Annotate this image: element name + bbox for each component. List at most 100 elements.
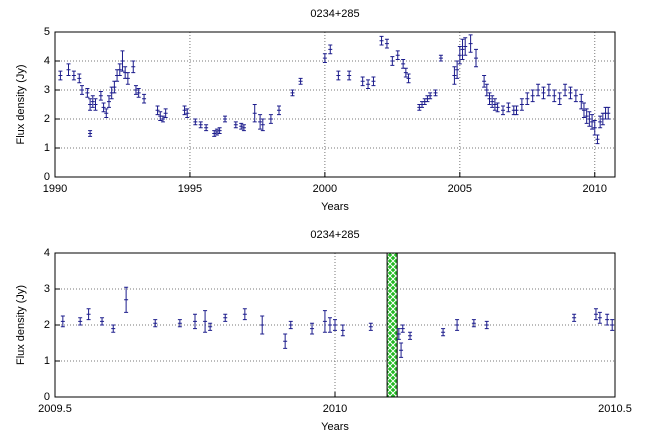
error-bar — [593, 308, 598, 321]
y-tick-label: 5 — [44, 26, 50, 38]
error-bar — [290, 89, 295, 97]
error-bar — [60, 315, 65, 328]
error-bar — [336, 70, 341, 81]
error-bar — [198, 121, 203, 129]
error-bar — [283, 333, 288, 349]
error-bar — [242, 308, 247, 321]
error-bar — [58, 70, 63, 81]
error-bar — [396, 328, 401, 340]
error-bar — [322, 53, 327, 63]
error-bar — [298, 77, 303, 85]
error-bar — [597, 311, 602, 324]
error-bar — [368, 322, 373, 331]
highlight-hatch — [386, 252, 398, 398]
error-bar — [120, 50, 125, 72]
error-bar — [403, 67, 408, 78]
error-bar — [185, 108, 190, 119]
error-bar — [158, 111, 163, 121]
error-bar — [590, 114, 595, 130]
error-bar — [77, 73, 82, 84]
error-bar — [506, 102, 511, 113]
error-bar — [288, 320, 293, 330]
error-bar — [101, 102, 106, 113]
error-bar — [610, 319, 615, 331]
error-bar — [605, 313, 610, 326]
y-tick-label: 2 — [44, 319, 50, 331]
error-bar — [422, 98, 427, 105]
error-bar — [541, 86, 546, 100]
error-bar — [487, 92, 492, 105]
error-bar — [217, 127, 222, 134]
error-bar — [268, 114, 273, 124]
y-tick-label: 1 — [44, 355, 50, 367]
y-tick-label: 3 — [44, 283, 50, 295]
error-bar — [327, 317, 332, 333]
error-bar — [360, 76, 365, 87]
error-bar — [109, 86, 114, 100]
error-bar — [400, 324, 405, 333]
error-bar — [371, 76, 376, 87]
error-bar — [258, 114, 263, 130]
error-bar — [546, 83, 551, 97]
error-bar — [66, 63, 71, 76]
error-bar — [136, 88, 141, 98]
error-bar — [399, 342, 404, 358]
error-bar — [471, 319, 476, 328]
error-bar — [241, 124, 246, 132]
y-tick-label: 1 — [44, 142, 50, 154]
error-bar — [223, 313, 228, 322]
error-bar — [441, 328, 446, 337]
error-bar — [406, 73, 411, 84]
error-bar — [79, 85, 84, 95]
error-bar — [568, 86, 573, 100]
error-bar — [460, 38, 465, 61]
error-bar — [572, 313, 577, 322]
error-bar — [557, 92, 562, 105]
error-bar — [563, 83, 568, 97]
error-bar — [468, 34, 473, 53]
error-bar — [111, 324, 116, 333]
error-bar — [525, 92, 530, 105]
error-bar — [93, 98, 98, 111]
error-bar — [203, 310, 208, 333]
x-tick-label: 2000 — [313, 183, 337, 195]
error-bar — [100, 317, 105, 326]
x-tick-label: 1995 — [178, 183, 202, 195]
error-bar — [455, 60, 460, 79]
error-bar — [112, 80, 117, 94]
x-tick-label: 2010.5 — [598, 403, 632, 415]
y-axis-label: Flux density (Jy) — [15, 64, 27, 144]
plot-frame — [54, 31, 616, 178]
error-bar — [212, 130, 217, 137]
error-bar — [182, 105, 187, 116]
error-bar — [85, 88, 90, 98]
error-bar — [455, 319, 460, 331]
error-bar — [106, 95, 111, 108]
error-bar — [98, 90, 103, 101]
error-bar — [193, 118, 198, 126]
error-bar — [452, 66, 457, 85]
error-bar — [482, 75, 487, 88]
error-bar — [408, 331, 413, 340]
error-bar — [457, 46, 462, 65]
error-bar — [484, 320, 489, 330]
error-bar — [277, 105, 281, 116]
x-axis-label: Years — [321, 201, 349, 213]
error-bar — [492, 98, 497, 111]
error-bar — [123, 66, 128, 79]
error-bar — [193, 313, 197, 330]
error-bar — [133, 85, 138, 95]
error-bar — [433, 89, 438, 97]
error-bar — [142, 93, 147, 104]
error-bar — [88, 98, 93, 111]
error-bar — [163, 108, 168, 119]
error-bar — [514, 105, 519, 116]
chart-title: 0234+285 — [310, 229, 359, 241]
error-bar — [490, 95, 495, 108]
error-bar — [117, 63, 122, 76]
error-bar — [428, 92, 433, 100]
error-bar — [598, 115, 603, 129]
error-bar — [484, 83, 489, 97]
error-bar — [366, 79, 371, 90]
